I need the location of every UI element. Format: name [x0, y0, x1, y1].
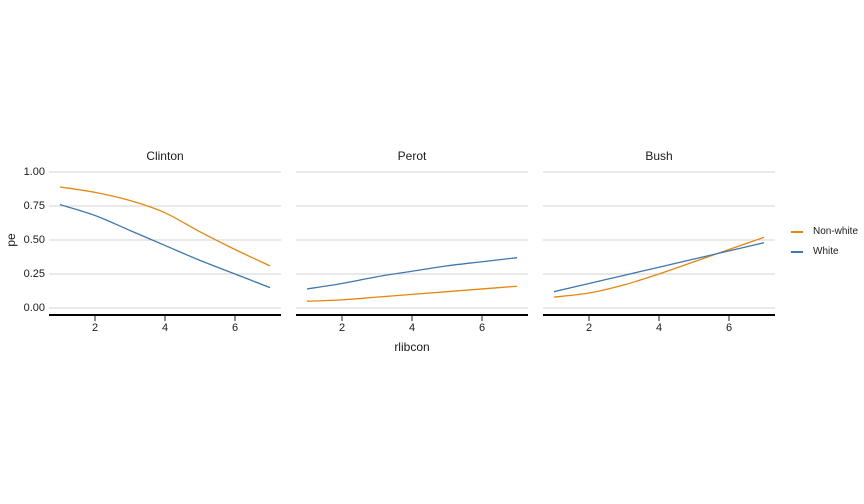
legend-item-non-white: Non-white: [791, 222, 858, 242]
legend-key-line-non-white: [791, 231, 803, 233]
facet-title: Perot: [397, 149, 427, 163]
x-tick-label: 6: [231, 322, 239, 334]
series-line-white: [306, 257, 518, 290]
facet-panel: [543, 171, 775, 321]
series-line-non-white: [59, 186, 271, 267]
y-tick-label: 0.50: [23, 234, 45, 246]
x-tick-label: 6: [478, 322, 486, 334]
x-axis-title: rlibcon: [394, 340, 430, 354]
y-tick-label: 0.75: [23, 200, 45, 212]
series-line-white: [553, 242, 765, 293]
x-tick-label: 2: [338, 322, 346, 334]
series-line-non-white: [306, 285, 518, 302]
series-line-white: [59, 204, 271, 289]
facet-title: Bush: [645, 149, 673, 163]
legend-label: White: [813, 246, 839, 257]
x-tick-label: 2: [91, 322, 99, 334]
facet-clinton: Clinton 2 4 6: [49, 149, 281, 365]
x-axis-line: [49, 314, 281, 316]
facet-title: Clinton: [146, 149, 184, 163]
facet-panel: [49, 171, 281, 321]
facet-bush: Bush 2 4 6: [543, 149, 775, 365]
x-tick-label: 6: [725, 322, 733, 334]
legend-label: Non-white: [813, 226, 859, 237]
legend-key-line-white: [791, 251, 803, 253]
x-tick-label: 4: [655, 322, 663, 334]
y-tick-label: 0.25: [23, 268, 45, 280]
y-tick-label: 1.00: [23, 166, 45, 178]
x-axis-line: [543, 314, 775, 316]
facet-perot: Perot 2 4 6: [296, 149, 528, 365]
series-line-non-white: [553, 236, 765, 298]
legend: Non-white White: [791, 222, 858, 262]
facet-panel: [296, 171, 528, 321]
x-tick-label: 4: [161, 322, 169, 334]
legend-item-white: White: [791, 242, 858, 262]
y-tick-label: 0.00: [23, 302, 45, 314]
x-tick-label: 2: [585, 322, 593, 334]
x-tick-label: 4: [408, 322, 416, 334]
x-axis-line: [296, 314, 528, 316]
